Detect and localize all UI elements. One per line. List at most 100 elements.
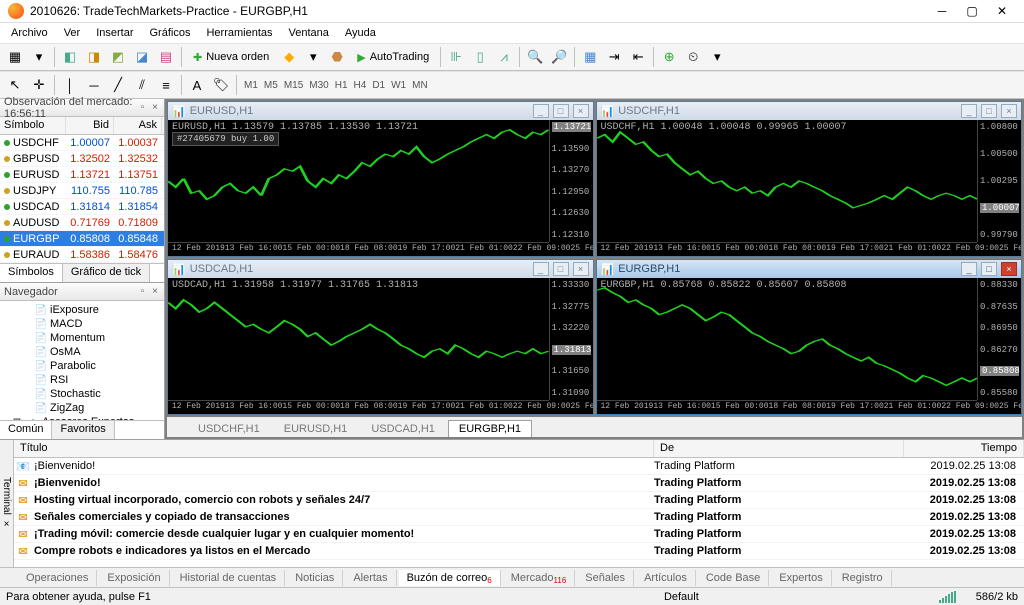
terminal-tab[interactable]: Señales bbox=[577, 570, 634, 586]
mail-row[interactable]: 📧¡Bienvenido!Trading Platform2019.02.25 … bbox=[14, 458, 1024, 475]
data-window-icon[interactable]: ◨ bbox=[83, 46, 105, 68]
market-row-AUDUSD[interactable]: AUDUSD0.717690.71809 bbox=[0, 215, 164, 231]
chart-min-icon[interactable]: _ bbox=[533, 104, 549, 118]
mail-row[interactable]: ✉¡Trading móvil: comercie desde cualquie… bbox=[14, 526, 1024, 543]
chart-tab[interactable]: USDCAD,H1 bbox=[360, 420, 446, 437]
terminal-tab[interactable]: Registro bbox=[834, 570, 892, 586]
chart-close-icon[interactable]: × bbox=[573, 262, 589, 276]
menu-ver[interactable]: Ver bbox=[57, 25, 88, 41]
terminal-tab[interactable]: Artículos bbox=[636, 570, 696, 586]
line-chart-icon[interactable]: ⩘ bbox=[493, 46, 515, 68]
zoom-in-icon[interactable]: 🔍 bbox=[524, 46, 546, 68]
navigator-icon[interactable]: ◩ bbox=[107, 46, 129, 68]
market-row-EURAUD[interactable]: EURAUD1.583861.58476 bbox=[0, 247, 164, 263]
period-M1[interactable]: M1 bbox=[241, 74, 261, 96]
chart-close-icon[interactable]: × bbox=[573, 104, 589, 118]
cursor-icon[interactable]: ↖ bbox=[4, 74, 26, 96]
menu-insertar[interactable]: Insertar bbox=[89, 25, 140, 41]
terminal-tab[interactable]: Noticias bbox=[287, 570, 343, 586]
menu-herramientas[interactable]: Herramientas bbox=[199, 25, 279, 41]
indicator-ZigZag[interactable]: 📄ZigZag bbox=[2, 401, 162, 415]
indicator-RSI[interactable]: 📄RSI bbox=[2, 373, 162, 387]
scroll-icon[interactable]: ⇥ bbox=[603, 46, 625, 68]
chart-max-icon[interactable]: □ bbox=[981, 262, 997, 276]
chart-tab[interactable]: EURUSD,H1 bbox=[273, 420, 359, 437]
market-row-USDCHF[interactable]: USDCHF1.000071.00037 bbox=[0, 135, 164, 151]
chart-window-EURUSD-H1[interactable]: 📊EURUSD,H1 _ □ × EURUSD,H1 1.13579 1.137… bbox=[167, 101, 594, 257]
terminal-tab[interactable]: Operaciones bbox=[18, 570, 97, 586]
terminal-tab[interactable]: Exposición bbox=[99, 570, 169, 586]
autotrading-button[interactable]: ▶AutoTrading bbox=[350, 46, 436, 68]
chart-close-icon[interactable]: × bbox=[1001, 262, 1017, 276]
mail-row[interactable]: ✉¡Bienvenido!Trading Platform2019.02.25 … bbox=[14, 475, 1024, 492]
channel-icon[interactable]: ⫽ bbox=[131, 74, 153, 96]
chart-min-icon[interactable]: _ bbox=[961, 104, 977, 118]
panel-hide-icon[interactable]: ▫ bbox=[139, 286, 147, 297]
chart-max-icon[interactable]: □ bbox=[553, 104, 569, 118]
market-row-USDCAD[interactable]: USDCAD1.318141.31854 bbox=[0, 199, 164, 215]
market-watch-icon[interactable]: ◧ bbox=[59, 46, 81, 68]
text-icon[interactable]: A bbox=[186, 74, 208, 96]
indicator-Parabolic[interactable]: 📄Parabolic bbox=[2, 359, 162, 373]
indicator-OsMA[interactable]: 📄OsMA bbox=[2, 345, 162, 359]
menu-ayuda[interactable]: Ayuda bbox=[338, 25, 383, 41]
menu-archivo[interactable]: Archivo bbox=[4, 25, 55, 41]
chart-min-icon[interactable]: _ bbox=[961, 262, 977, 276]
market-tab[interactable]: Gráfico de tick bbox=[63, 264, 150, 282]
market-row-EURUSD[interactable]: EURUSD1.137211.13751 bbox=[0, 167, 164, 183]
nav-tab[interactable]: Favoritos bbox=[52, 421, 114, 439]
tile-icon[interactable]: ▦ bbox=[579, 46, 601, 68]
indicators-icon[interactable]: ⊕ bbox=[658, 46, 680, 68]
period-M5[interactable]: M5 bbox=[261, 74, 281, 96]
hline-icon[interactable]: ─ bbox=[83, 74, 105, 96]
market-row-USDJPY[interactable]: USDJPY110.755110.785 bbox=[0, 183, 164, 199]
terminal-tab[interactable]: Historial de cuentas bbox=[172, 570, 286, 586]
chart-max-icon[interactable]: □ bbox=[553, 262, 569, 276]
indicator-Stochastic[interactable]: 📄Stochastic bbox=[2, 387, 162, 401]
menu-ventana[interactable]: Ventana bbox=[282, 25, 336, 41]
chart-max-icon[interactable]: □ bbox=[981, 104, 997, 118]
candle-chart-icon[interactable]: ▯ bbox=[469, 46, 491, 68]
label-icon[interactable]: 🏷 bbox=[210, 74, 232, 96]
menu-gráficos[interactable]: Gráficos bbox=[143, 25, 198, 41]
options-icon[interactable]: ▾ bbox=[302, 46, 324, 68]
panel-hide-icon[interactable]: ▫ bbox=[139, 102, 147, 113]
bar-chart-icon[interactable]: ⊪ bbox=[445, 46, 467, 68]
chart-tab[interactable]: USDCHF,H1 bbox=[187, 420, 271, 437]
period-M30[interactable]: M30 bbox=[306, 74, 331, 96]
period-M15[interactable]: M15 bbox=[281, 74, 306, 96]
indicator-iExposure[interactable]: 📄iExposure bbox=[2, 303, 162, 317]
period-H1[interactable]: H1 bbox=[332, 74, 351, 96]
terminal-tab[interactable]: Buzón de correo6 bbox=[399, 570, 501, 586]
maximize-button[interactable]: ▢ bbox=[958, 1, 986, 21]
chart-tab[interactable]: EURGBP,H1 bbox=[448, 420, 532, 437]
terminal-tab[interactable]: Mercado116 bbox=[503, 570, 576, 586]
zoom-out-icon[interactable]: 🔎 bbox=[548, 46, 570, 68]
terminal-tab[interactable]: Code Base bbox=[698, 570, 769, 586]
terminal-tab[interactable]: Expertos bbox=[771, 570, 831, 586]
trendline-icon[interactable]: ╱ bbox=[107, 74, 129, 96]
chart-min-icon[interactable]: _ bbox=[533, 262, 549, 276]
panel-close-icon[interactable]: × bbox=[150, 286, 160, 297]
meta-icon[interactable]: ◆ bbox=[278, 46, 300, 68]
tester-icon[interactable]: ▤ bbox=[155, 46, 177, 68]
minimize-button[interactable]: ─ bbox=[928, 1, 956, 21]
panel-close-icon[interactable]: × bbox=[150, 102, 160, 113]
chart-window-EURGBP-H1[interactable]: 📊EURGBP,H1 _ □ × EURGBP,H1 0.85768 0.858… bbox=[596, 259, 1023, 415]
chart-window-USDCHF-H1[interactable]: 📊USDCHF,H1 _ □ × USDCHF,H1 1.00048 1.000… bbox=[596, 101, 1023, 257]
period-D1[interactable]: D1 bbox=[369, 74, 388, 96]
market-row-GBPUSD[interactable]: GBPUSD1.325021.32532 bbox=[0, 151, 164, 167]
period-MN[interactable]: MN bbox=[409, 74, 431, 96]
close-button[interactable]: ✕ bbox=[988, 1, 1016, 21]
chart-close-icon[interactable]: × bbox=[1001, 104, 1017, 118]
mail-row[interactable]: ✉Señales comerciales y copiado de transa… bbox=[14, 509, 1024, 526]
period-W1[interactable]: W1 bbox=[388, 74, 409, 96]
new-order-button[interactable]: ✚Nueva orden bbox=[186, 46, 276, 68]
profile-icon[interactable]: ▾ bbox=[28, 46, 50, 68]
period-H4[interactable]: H4 bbox=[351, 74, 370, 96]
templates-icon[interactable]: ▾ bbox=[706, 46, 728, 68]
indicator-Momentum[interactable]: 📄Momentum bbox=[2, 331, 162, 345]
shift-icon[interactable]: ⇤ bbox=[627, 46, 649, 68]
crosshair-icon[interactable]: ✛ bbox=[28, 74, 50, 96]
new-chart-icon[interactable]: ▦ bbox=[4, 46, 26, 68]
